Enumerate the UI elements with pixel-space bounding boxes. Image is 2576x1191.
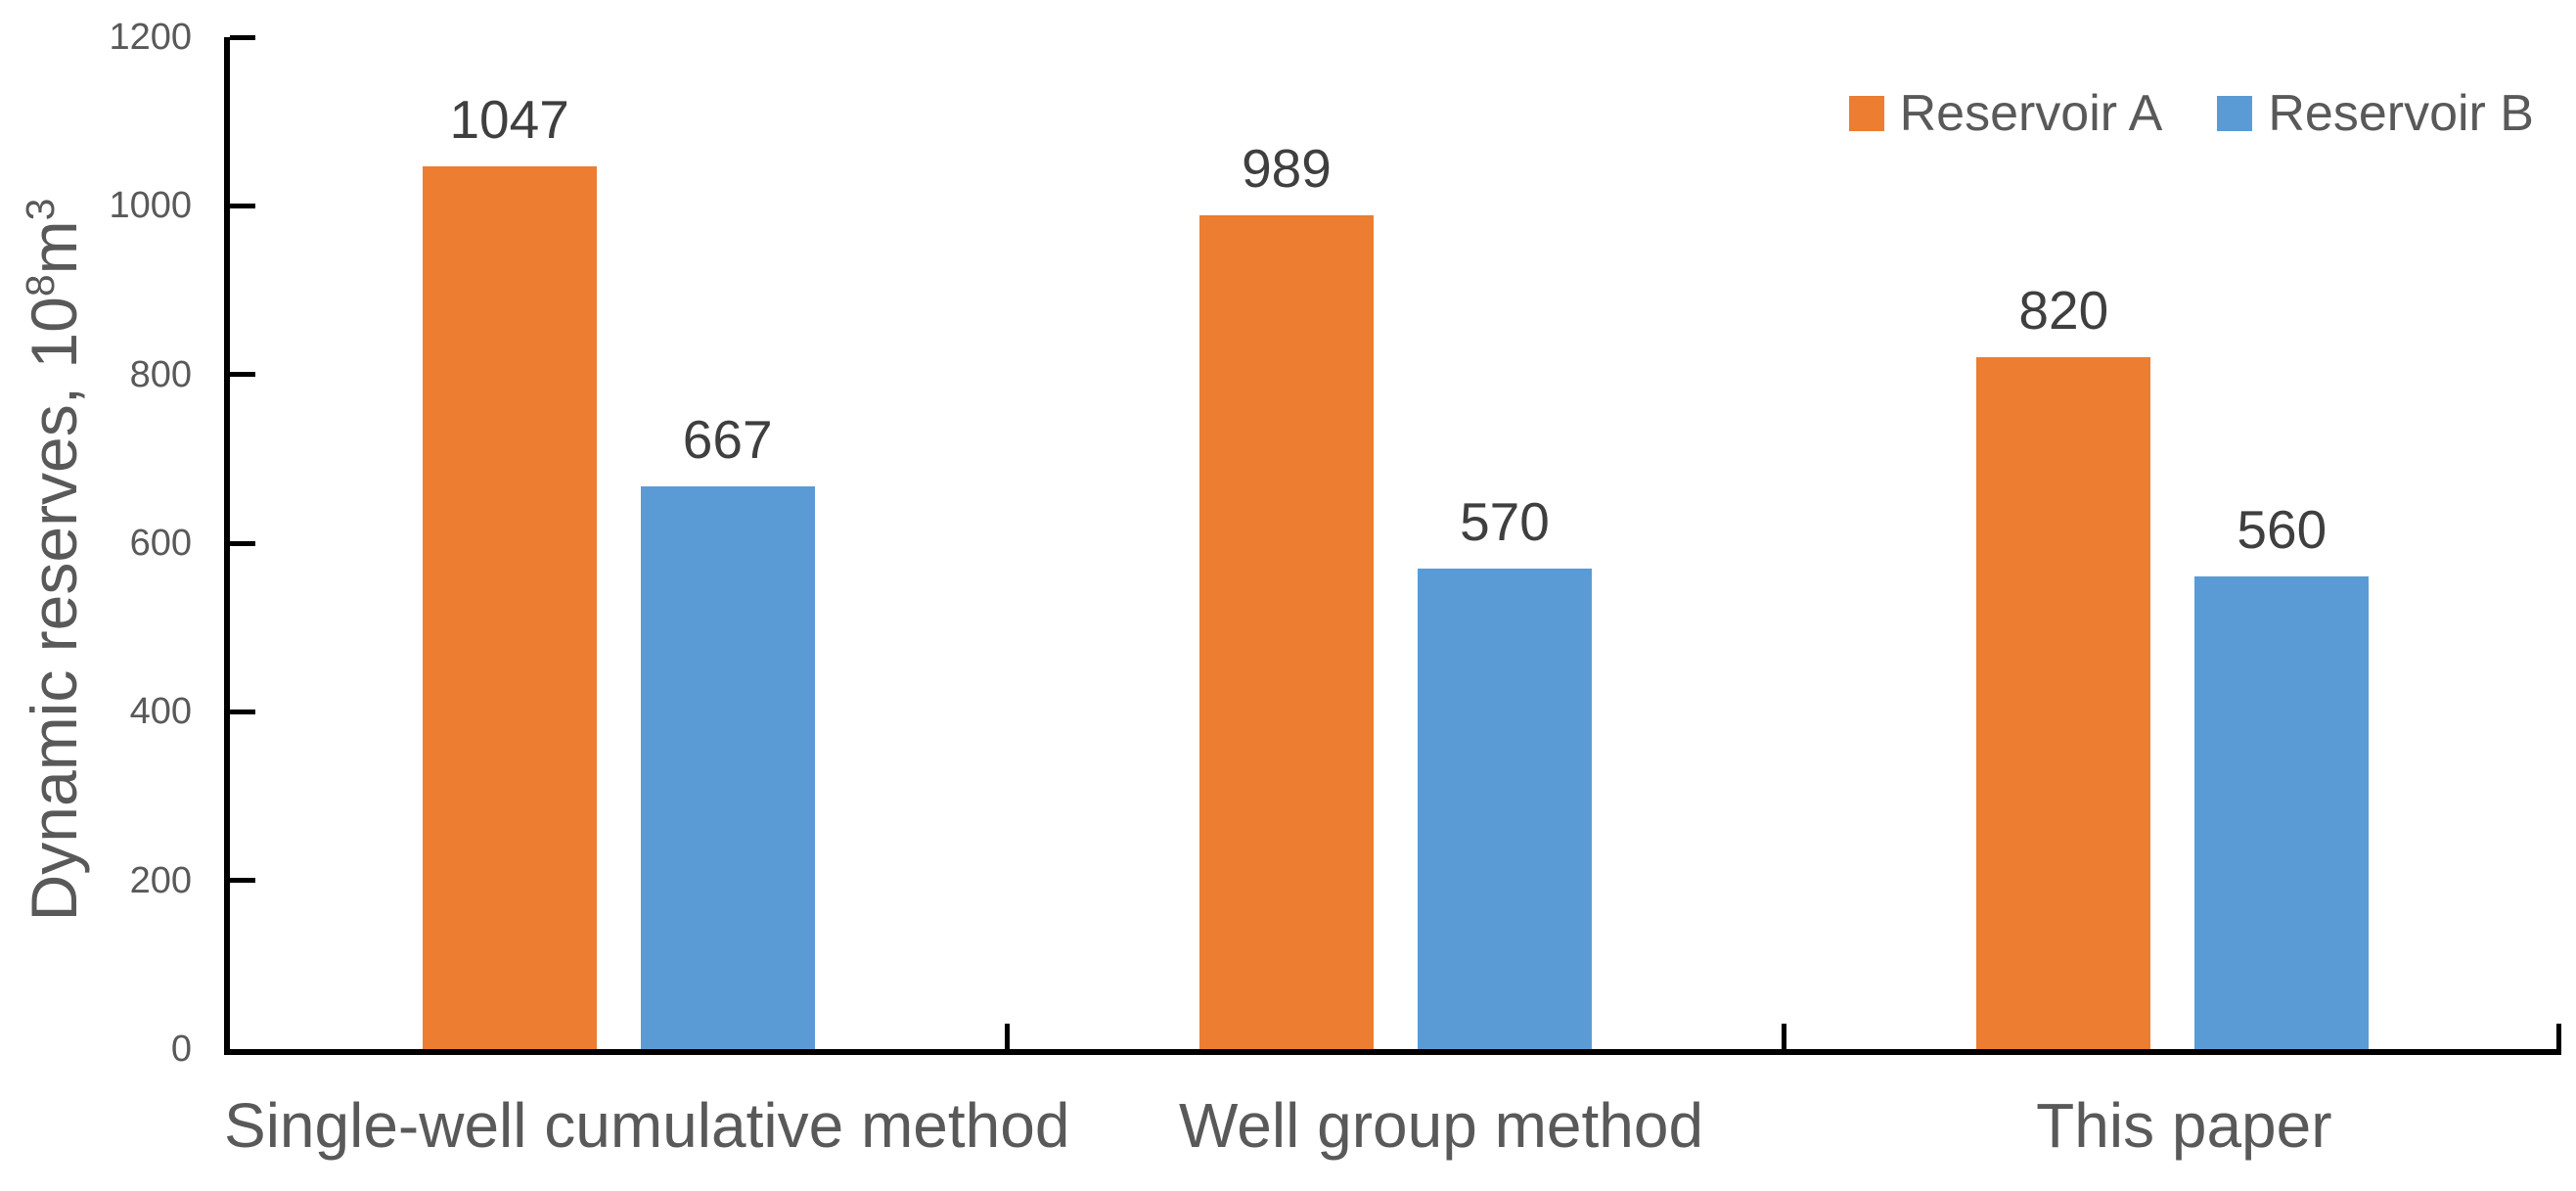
bar-value-label: 570 [1460, 490, 1550, 552]
y-tick-label-1000: 1000 [109, 185, 192, 227]
bar-column: 989 [1198, 137, 1374, 1049]
bar-value-label: 1047 [449, 88, 569, 150]
bar-column: 1047 [422, 88, 597, 1049]
bar [1198, 214, 1374, 1049]
legend-item: Reservoir A [1848, 85, 2163, 142]
x-category-label-2: Well group method [1179, 1090, 1704, 1161]
y-tick-label-600: 600 [129, 523, 192, 564]
legend-swatch-icon [1848, 96, 1884, 131]
bar-group-3: 820 560 [1785, 37, 2561, 1049]
y-tick-mark-800 [230, 372, 255, 378]
y-tick-mark-1200 [230, 34, 255, 40]
y-tick-mark-400 [230, 709, 255, 714]
bar [1417, 568, 1592, 1049]
x-tick-mark-3 [2556, 1024, 2561, 1049]
y-tick-label-400: 400 [129, 691, 192, 733]
bar [2194, 576, 2370, 1049]
y-tick-mark-600 [230, 540, 255, 546]
y-tick-label-200: 200 [129, 859, 192, 901]
x-category-label-1: Single-well cumulative method [224, 1090, 1070, 1161]
bar-group-2: 989 570 [1007, 37, 1784, 1049]
y-axis-title-unit: m [18, 220, 90, 275]
y-axis-title-superscript-8: 8 [18, 274, 63, 298]
bar-value-label: 667 [682, 409, 773, 471]
legend-label: Reservoir A [1899, 85, 2163, 142]
bar-column: 570 [1417, 490, 1592, 1049]
bar-value-label: 820 [2018, 280, 2109, 342]
bar [640, 486, 815, 1049]
bar-value-label: 560 [2237, 499, 2327, 561]
legend-swatch-icon [2217, 96, 2253, 131]
bar-column: 667 [640, 409, 815, 1049]
y-tick-mark-200 [230, 878, 255, 884]
x-tick-mark-1 [1004, 1024, 1010, 1049]
bar-group-1: 1047 667 [230, 37, 1007, 1049]
legend: Reservoir A Reservoir B [1848, 85, 2534, 142]
legend-item: Reservoir B [2217, 88, 2534, 139]
bar [422, 165, 597, 1049]
plot-area: 1047 667 989 570 820 560 [224, 34, 2561, 1055]
y-tick-label-800: 800 [129, 353, 192, 395]
x-axis-category-labels: Single-well cumulative method Well group … [224, 1094, 2555, 1157]
bar-groups: 1047 667 989 570 820 560 [230, 37, 2561, 1049]
bar [1976, 357, 2151, 1049]
legend-label: Reservoir B [2268, 85, 2534, 142]
bar-value-label: 989 [1242, 137, 1332, 199]
x-category-label-3: This paper [2036, 1090, 2332, 1161]
y-tick-label-1200: 1200 [109, 17, 192, 58]
y-tick-mark-1000 [230, 203, 255, 208]
bar-column: 820 [1976, 280, 2151, 1049]
bar-column: 560 [2194, 499, 2370, 1049]
x-tick-mark-2 [1782, 1024, 1787, 1049]
y-tick-label-0: 0 [170, 1029, 192, 1070]
